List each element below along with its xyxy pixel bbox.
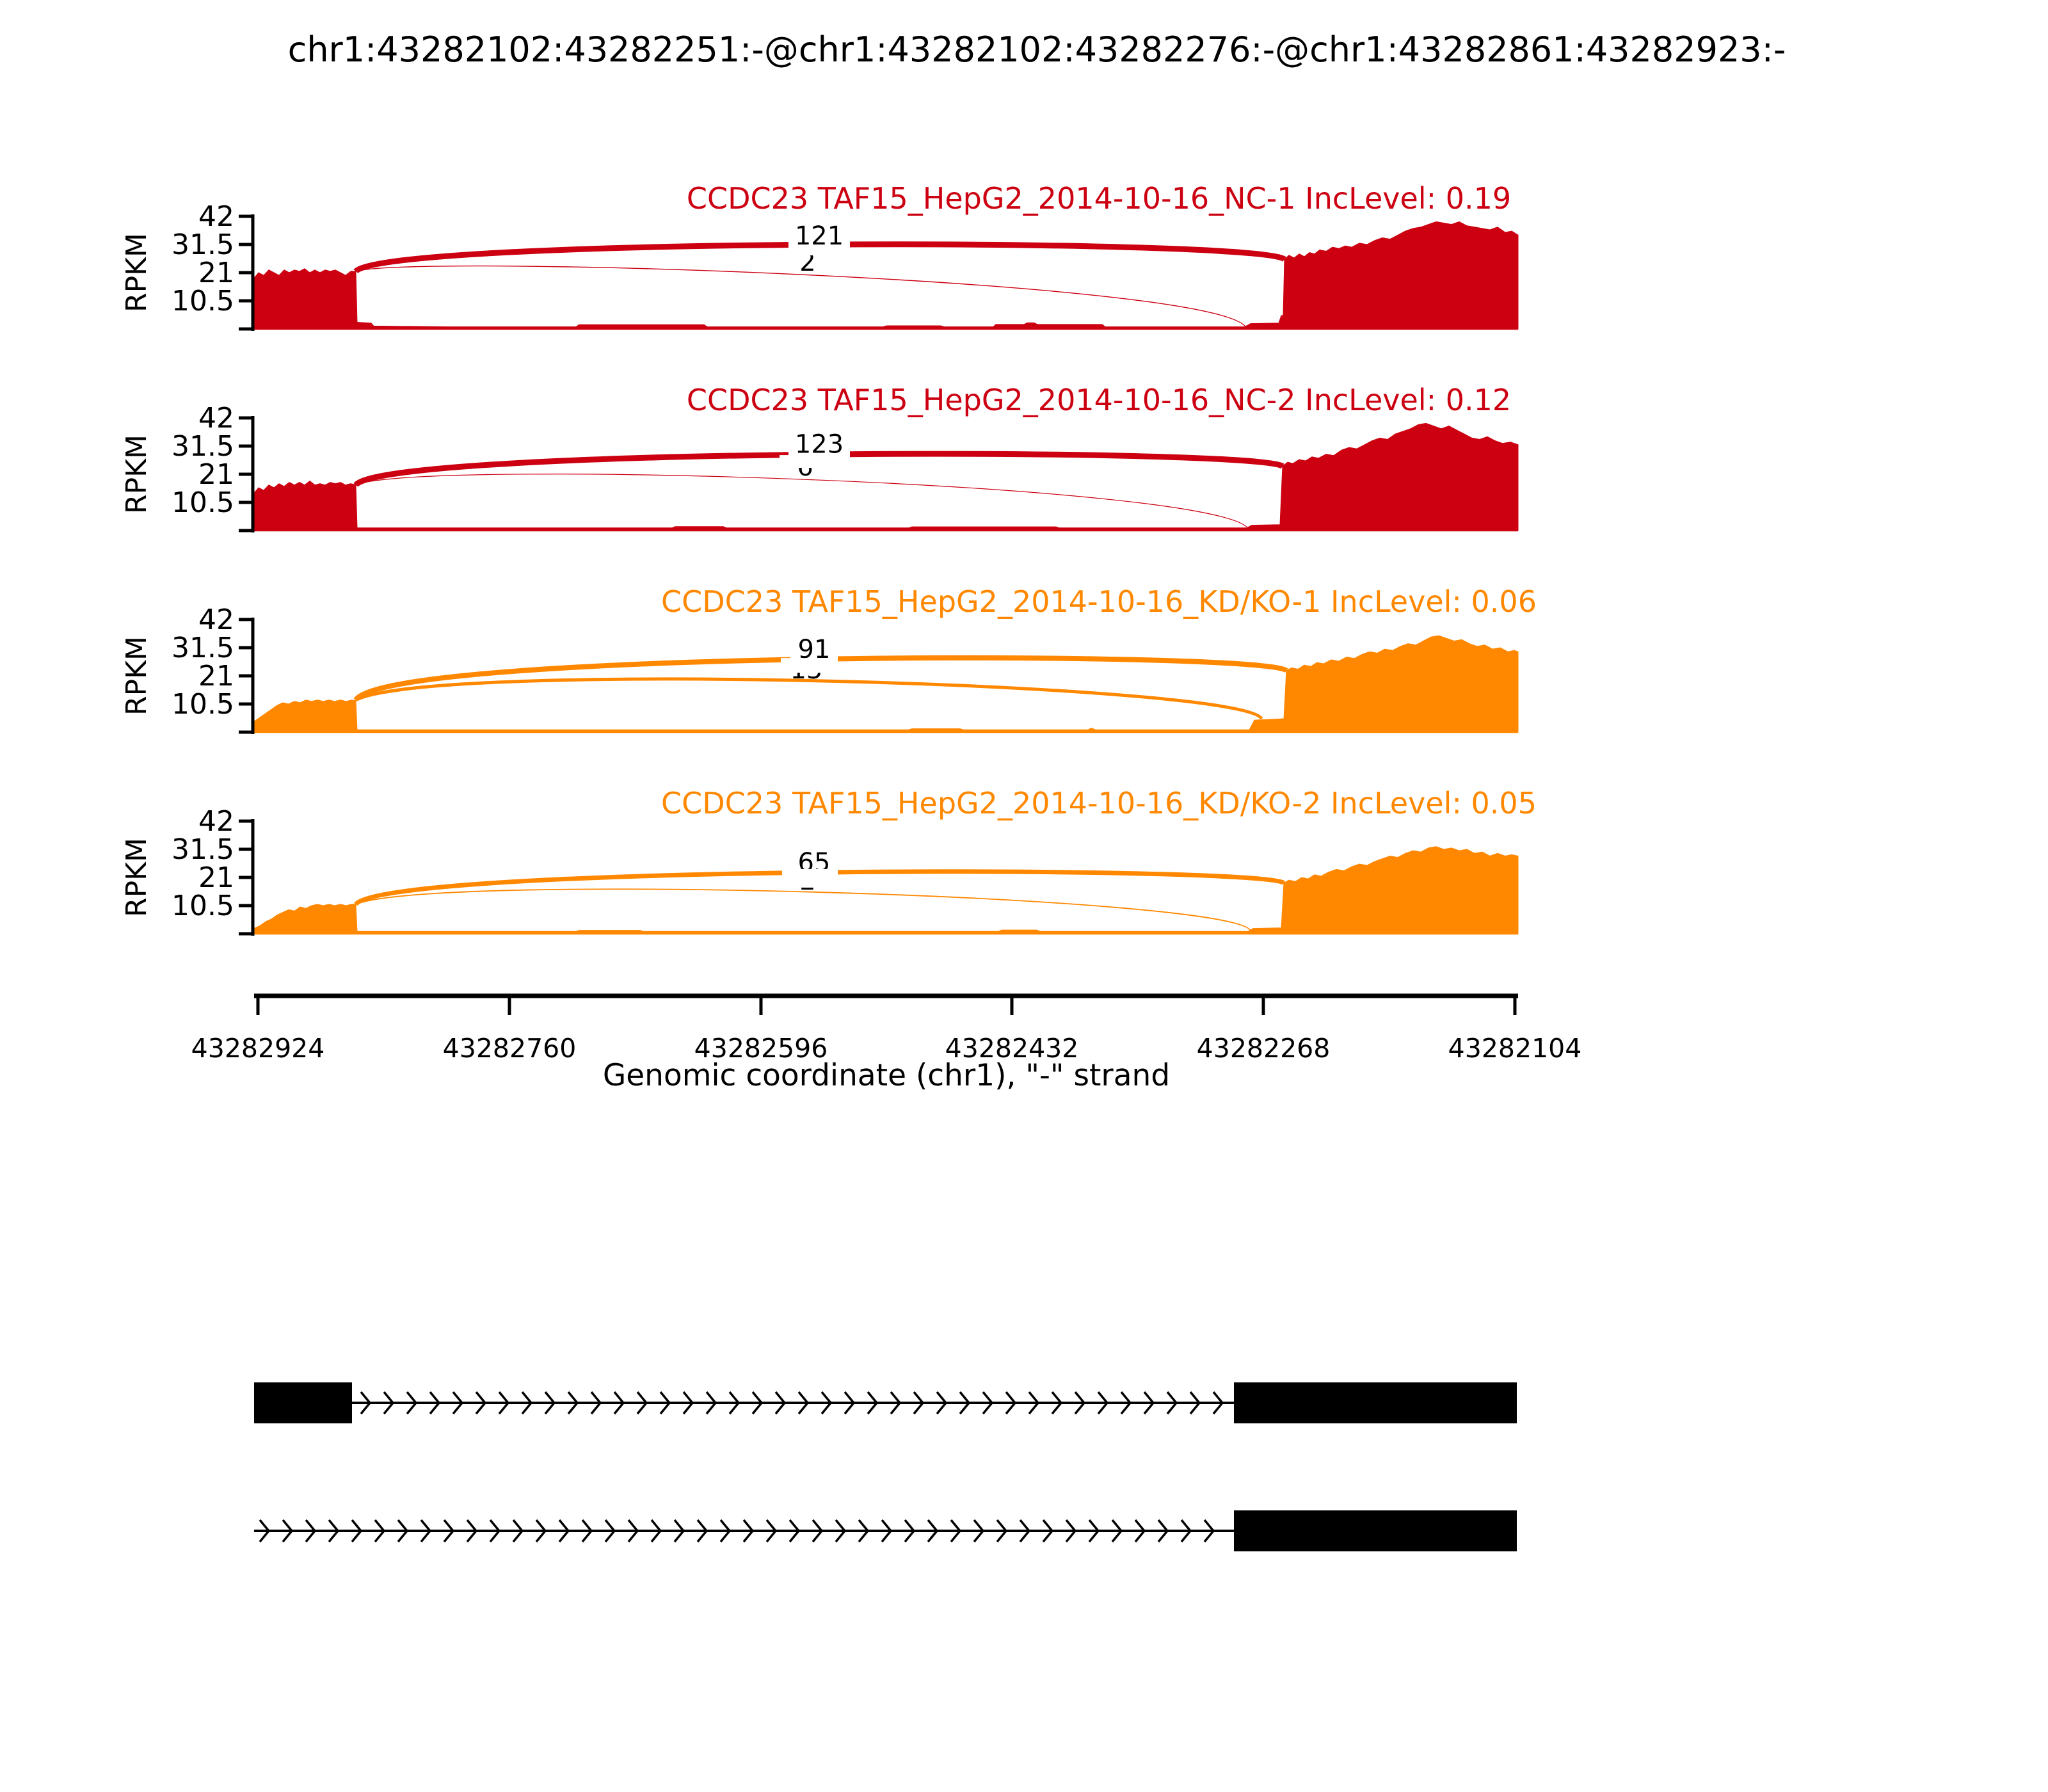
page-title: chr1:43282102:43282251:-@chr1:43282102:4… xyxy=(287,29,1786,70)
track-3-coverage-area xyxy=(253,635,1519,733)
track-2-coverage-area xyxy=(253,422,1519,531)
track-1-junction-count-1: 121 xyxy=(795,221,844,251)
track-4-coverage-area xyxy=(253,846,1519,934)
track-1-y-axis-title: RPKM xyxy=(120,233,153,312)
track-1-coverage-area xyxy=(253,221,1519,330)
track-3-junction-label-occlusion xyxy=(781,658,832,673)
track-4-junction-label-occlusion xyxy=(782,868,833,888)
isoform-short-exon-exon-box xyxy=(1234,1510,1517,1551)
track-3-y-tick-label: 21 xyxy=(198,660,234,692)
track-2-y-tick-label: 31.5 xyxy=(172,430,234,463)
track-1-y-tick-label: 10.5 xyxy=(172,285,234,317)
track-2-junction-label-bbox xyxy=(788,429,850,460)
track-2-junction-arc-2 xyxy=(355,474,1250,531)
track-1-y-tick-label: 31.5 xyxy=(172,228,234,261)
track-2-y-tick-label: 10.5 xyxy=(172,486,234,519)
x-tick-label: 43282268 xyxy=(1197,1033,1331,1064)
track-2-title: CCDC23 TAF15_HepG2_2014-10-16_NC-2 IncLe… xyxy=(687,383,1511,417)
x-tick-label: 43282104 xyxy=(1448,1033,1582,1064)
track-3-y-tick-label: 10.5 xyxy=(172,688,234,721)
track-4-y-tick-label: 10.5 xyxy=(172,890,234,922)
track-3-title: CCDC23 TAF15_HepG2_2014-10-16_KD/KO-1 In… xyxy=(661,584,1537,619)
track-4-y-axis-title: RPKM xyxy=(120,838,153,917)
track-1-y-tick-label: 42 xyxy=(198,200,234,233)
x-tick-label: 43282596 xyxy=(694,1033,828,1064)
isoform-long-exon-exon-box xyxy=(254,1382,352,1423)
track-3-y-axis-title: RPKM xyxy=(120,636,153,716)
track-3-y-tick-label: 31.5 xyxy=(172,632,234,664)
track-2-junction-count-1: 123 xyxy=(795,429,844,459)
track-2-y-tick-label: 42 xyxy=(198,402,234,435)
track-4-junction-arc-2 xyxy=(355,888,1251,932)
track-1-junction-label-bbox xyxy=(788,221,850,251)
x-tick-label: 43282924 xyxy=(191,1033,325,1064)
x-tick-label: 43282432 xyxy=(945,1033,1079,1064)
track-2-y-tick-label: 21 xyxy=(198,458,234,491)
track-2-y-axis-title: RPKM xyxy=(120,435,153,514)
track-3-y-tick-label: 42 xyxy=(198,604,234,636)
x-axis-title: Genomic coordinate (chr1), "-" strand xyxy=(603,1058,1170,1093)
track-2-junction-label-occlusion xyxy=(780,455,831,468)
isoform-long-exon-exon-box xyxy=(1234,1382,1517,1423)
track-4-y-tick-label: 21 xyxy=(198,861,234,894)
track-1-y-tick-label: 21 xyxy=(198,257,234,289)
isoform-long-exon-strand-chevrons xyxy=(360,1391,1224,1415)
track-4-title: CCDC23 TAF15_HepG2_2014-10-16_KD/KO-2 In… xyxy=(661,786,1537,820)
track-3-junction-arc-2 xyxy=(355,677,1263,720)
track-1-junction-label-occlusion xyxy=(782,250,833,256)
track-1-title: CCDC23 TAF15_HepG2_2014-10-16_NC-1 IncLe… xyxy=(687,181,1511,216)
track-4-y-tick-label: 42 xyxy=(198,805,234,838)
track-1-junction-arc-2 xyxy=(355,265,1247,330)
track-4-y-tick-label: 31.5 xyxy=(172,833,234,866)
isoform-short-exon-strand-chevrons xyxy=(259,1519,1215,1543)
x-tick-label: 43282760 xyxy=(443,1033,577,1064)
